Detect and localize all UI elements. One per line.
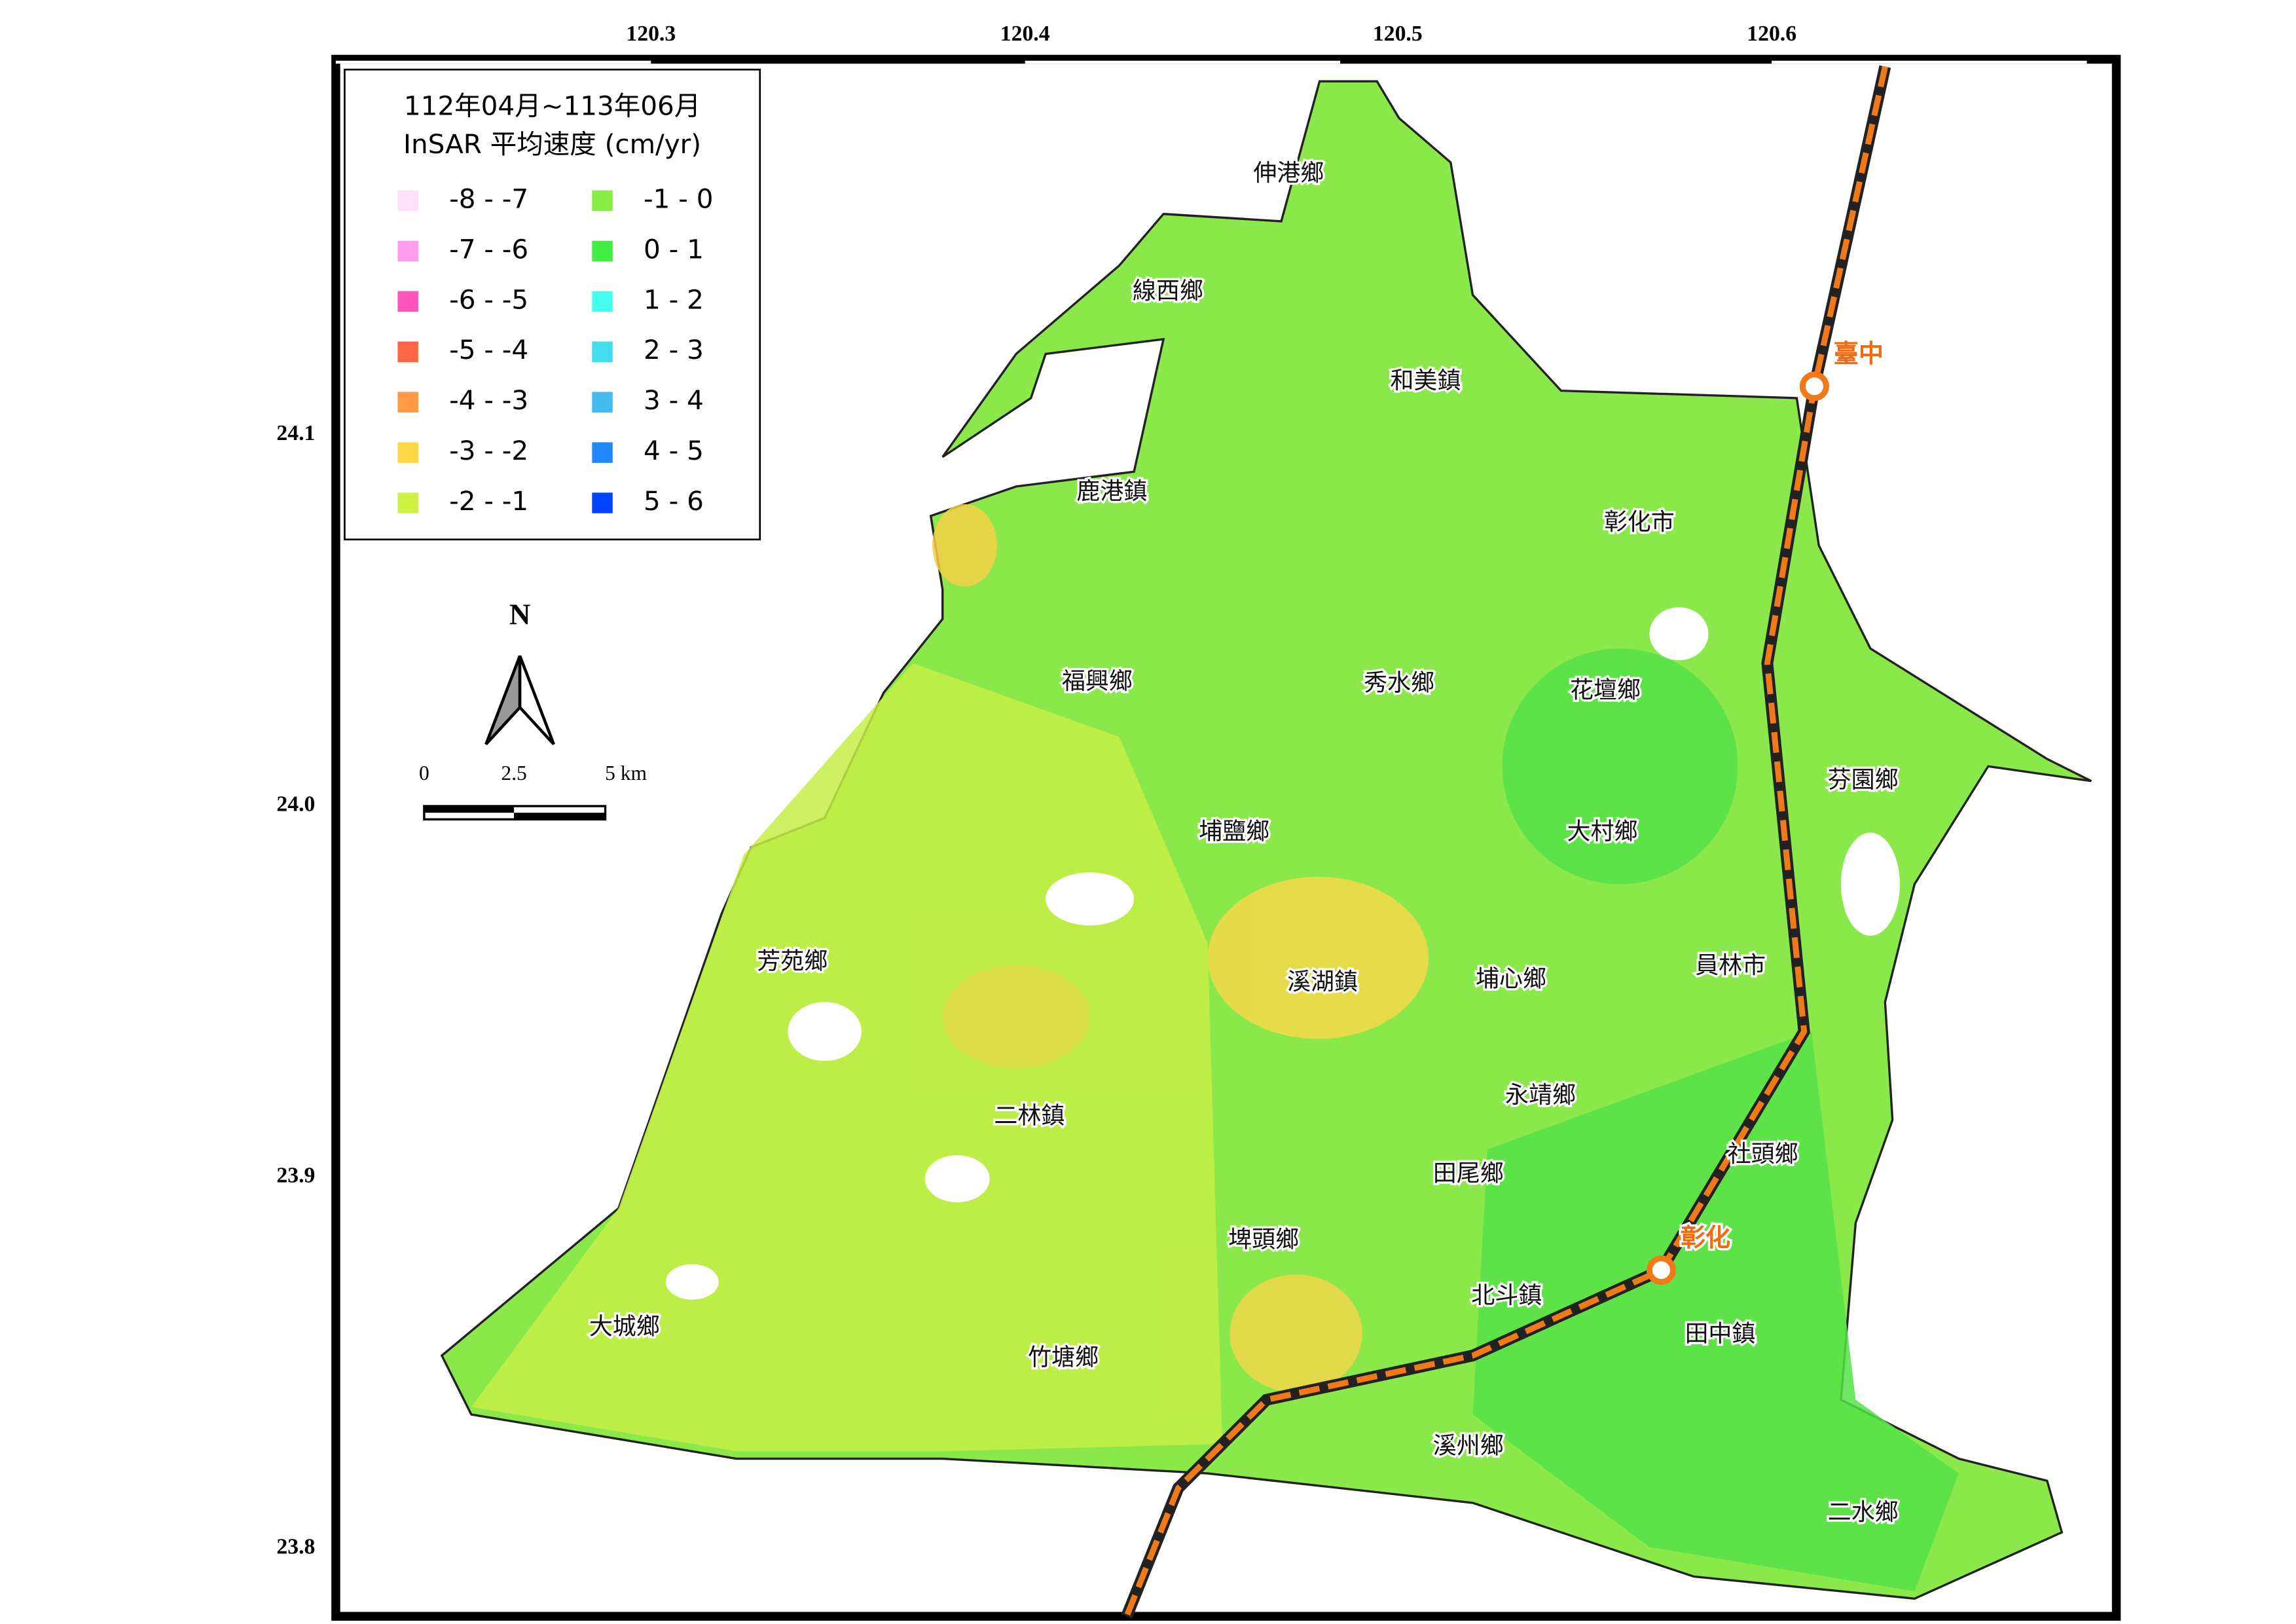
legend-swatch <box>397 492 418 513</box>
legend-swatch <box>592 341 613 362</box>
township-label: 線西鄉 <box>1133 278 1203 304</box>
white-voids <box>665 607 1900 1300</box>
legend-title: 112年04月~113年06月 <box>404 90 701 122</box>
velocity-zones <box>471 504 1959 1591</box>
station-marker <box>1799 371 1829 401</box>
legend-swatch <box>397 240 418 262</box>
legend-label: 3 - 4 <box>644 384 704 416</box>
township-label: 伸港鄉 <box>1253 160 1324 187</box>
lon-label: 120.3 <box>626 22 676 46</box>
legend-swatch <box>397 392 418 413</box>
station-label: 臺中 <box>1834 340 1884 369</box>
legend-label: -8 - -7 <box>449 183 528 214</box>
legend-label: -6 - -5 <box>449 284 528 315</box>
legend-label: -5 - -4 <box>449 334 528 365</box>
legend-swatch <box>592 442 613 463</box>
legend-label: 5 - 6 <box>644 485 704 517</box>
legend-swatch <box>592 240 613 262</box>
station-label: 彰化 <box>1681 1224 1730 1253</box>
township-label: 員林市 <box>1695 952 1766 979</box>
township-label: 福興鄉 <box>1062 668 1133 695</box>
legend-swatch <box>397 341 418 362</box>
township-label: 永靖鄉 <box>1505 1082 1576 1109</box>
north-arrow <box>518 655 555 746</box>
legend-swatch <box>592 291 613 312</box>
township-label: 埔鹽鄉 <box>1199 818 1269 845</box>
township-label: 田尾鄉 <box>1433 1160 1504 1187</box>
scale-label: 2.5 <box>501 762 526 784</box>
township-label: 田中鎮 <box>1685 1321 1755 1348</box>
township-label: 和美鎮 <box>1391 367 1461 394</box>
legend-label: 1 - 2 <box>644 284 704 315</box>
lon-label: 120.4 <box>1000 22 1050 46</box>
township-label: 大村鄉 <box>1567 818 1638 845</box>
legend-label: -2 - -1 <box>449 485 528 517</box>
township-label: 二林鎮 <box>994 1103 1065 1130</box>
north-label: N <box>509 598 531 631</box>
legend-swatch <box>397 190 418 212</box>
legend-swatch <box>592 492 613 513</box>
township-label: 彰化市 <box>1604 509 1675 536</box>
township-label: 北斗鎮 <box>1471 1282 1542 1309</box>
scale-bar <box>423 805 607 821</box>
legend-label: 0 - 1 <box>644 233 704 265</box>
legend-swatch <box>397 442 418 463</box>
legend-title: InSAR 平均速度 (cm/yr) <box>403 128 701 160</box>
township-label: 鹿港鎮 <box>1076 478 1147 505</box>
legend-label: -7 - -6 <box>449 233 528 265</box>
lat-label: 24.1 <box>276 421 315 445</box>
legend-label: -4 - -3 <box>449 384 528 416</box>
scale-label: 5 km <box>605 762 647 784</box>
lon-label: 120.6 <box>1747 22 1796 46</box>
lon-label: 120.5 <box>1373 22 1423 46</box>
township-label: 花壇鄉 <box>1570 677 1641 704</box>
legend-label: -3 - -2 <box>449 435 528 466</box>
township-label: 秀水鄉 <box>1364 669 1434 696</box>
township-label: 埤頭鄉 <box>1228 1227 1299 1253</box>
legend-swatch <box>592 190 613 212</box>
township-label: 大城鄉 <box>589 1313 660 1340</box>
lat-label: 23.8 <box>276 1535 315 1559</box>
legend-label: 4 - 5 <box>644 435 704 466</box>
township-label: 溪湖鎮 <box>1287 969 1358 995</box>
legend-label: -1 - 0 <box>644 183 713 214</box>
township-label: 二水鄉 <box>1828 1499 1899 1526</box>
legend-swatch <box>397 291 418 312</box>
township-label: 芳苑鄉 <box>757 948 828 974</box>
lat-label: 23.9 <box>276 1164 315 1188</box>
lat-label: 24.0 <box>276 792 315 817</box>
station-marker <box>1646 1255 1676 1285</box>
township-label: 竹塘鄉 <box>1028 1344 1099 1371</box>
township-label: 埔心鄉 <box>1476 965 1546 992</box>
legend-swatch <box>592 392 613 413</box>
township-label: 溪州鄉 <box>1433 1433 1504 1460</box>
scale-label: 0 <box>419 762 429 784</box>
legend-label: 2 - 3 <box>644 334 704 365</box>
township-label: 芬園鄉 <box>1828 767 1899 794</box>
township-label: 社頭鄉 <box>1728 1141 1798 1168</box>
